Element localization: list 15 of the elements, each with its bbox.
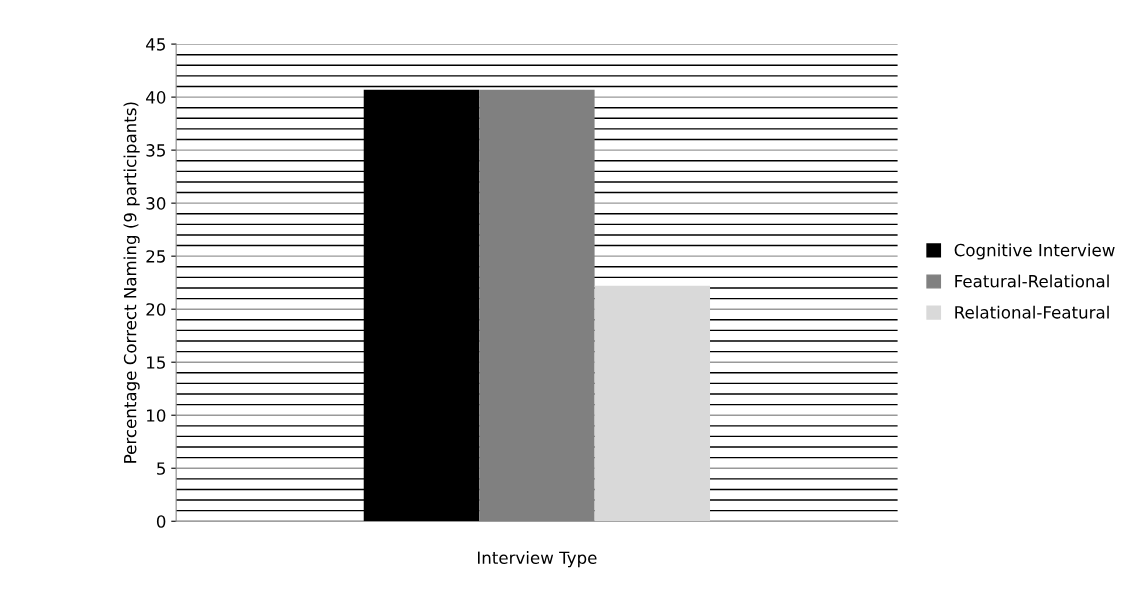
y-tick-label: 35: [146, 144, 165, 157]
legend-label: Cognitive Interview: [954, 243, 1115, 260]
y-tick-label: 5: [157, 462, 165, 475]
y-tick-label: 30: [146, 197, 166, 210]
y-tick-label: 40: [146, 91, 166, 104]
y-tick-label: 45: [146, 38, 165, 51]
legend-label: Featural-Relational: [955, 274, 1109, 288]
y-tick-label: 10: [147, 409, 166, 422]
y-tick-label: 0: [156, 515, 166, 528]
y-tick-label: 15: [147, 356, 165, 369]
y-axis-title: Percentage Correct Naming (9 participants): [123, 102, 140, 463]
legend-label: Relational-Featural: [955, 305, 1109, 319]
y-tick-label: 25: [146, 250, 165, 263]
y-tick-label: 20: [146, 303, 166, 316]
x-axis-title: Interview Type: [477, 551, 597, 568]
